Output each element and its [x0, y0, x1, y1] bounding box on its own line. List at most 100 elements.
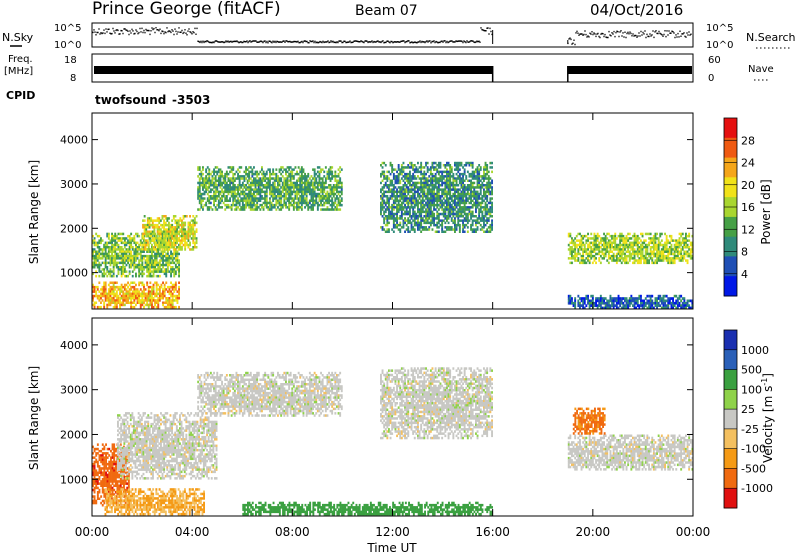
power-echo-cell	[652, 241, 655, 245]
power-echo-cell	[256, 170, 259, 174]
power-echo-cell	[318, 166, 321, 169]
power-echo-cell	[161, 239, 164, 242]
power-echo-cell	[425, 172, 427, 176]
power-echo-cell	[630, 257, 633, 260]
power-echo-cell	[686, 259, 689, 262]
power-echo-cell	[389, 181, 392, 185]
power-echo-cell	[410, 217, 413, 220]
power-echo-cell	[388, 228, 390, 231]
power-echo-cell	[283, 181, 286, 185]
power-echo-cell	[296, 184, 298, 187]
power-echo-cell	[206, 197, 209, 200]
power-echo-cell	[166, 299, 169, 302]
power-echo-cell	[479, 201, 482, 205]
power-echo-cell	[683, 239, 686, 242]
power-echo-cell	[585, 252, 588, 256]
power-echo-cell	[313, 201, 316, 205]
power-echo-cell	[265, 192, 268, 196]
power-echo-cell	[289, 170, 292, 174]
power-echo-cell	[219, 197, 222, 200]
power-echo-cell	[261, 166, 263, 169]
power-echo-cell	[321, 181, 324, 185]
power-echo-cell	[607, 246, 610, 249]
power-echo-cell	[168, 234, 170, 238]
power-echo-cell	[127, 234, 129, 238]
power-echo-cell	[681, 257, 684, 260]
power-echo-cell	[433, 166, 435, 169]
power-echo-cell	[111, 299, 113, 302]
power-echo-cell	[436, 230, 439, 233]
power-echo-cell	[417, 192, 419, 196]
power-echo-cell	[337, 184, 340, 187]
power-echo-cell	[128, 270, 131, 273]
power-echo-cell	[399, 208, 402, 211]
power-echo-cell	[288, 172, 291, 176]
power-echo-cell	[635, 259, 638, 262]
power-echo-cell	[569, 246, 572, 249]
power-echo-cell	[96, 254, 99, 258]
power-echo-cell	[261, 188, 263, 191]
power-echo-cell	[685, 232, 687, 236]
power-echo-cell	[433, 217, 435, 220]
power-echo-cell	[230, 208, 233, 211]
power-echo-cell	[446, 219, 448, 222]
power-echo-cell	[157, 266, 160, 269]
power-echo-cell	[603, 257, 605, 260]
power-echo-cell	[208, 206, 211, 209]
power-echo-cell	[320, 181, 322, 185]
power-echo-cell	[92, 266, 94, 269]
power-echo-cell	[146, 221, 149, 225]
power-echo-cell	[224, 188, 227, 191]
power-echo-cell	[251, 168, 254, 171]
power-echo-cell	[670, 248, 673, 251]
power-echo-cell	[257, 192, 260, 196]
power-echo-cell	[259, 199, 262, 202]
power-echo-cell	[607, 257, 610, 260]
power-echo-cell	[434, 208, 437, 211]
power-echo-cell	[444, 190, 447, 194]
power-echo-cell	[410, 177, 413, 180]
power-echo-cell	[407, 230, 410, 233]
power-echo-cell	[380, 172, 382, 176]
power-echo-cell	[646, 257, 649, 260]
power-echo-cell	[123, 237, 126, 240]
power-echo-cell	[162, 288, 164, 291]
power-echo-cell	[163, 283, 166, 287]
power-echo-cell	[316, 195, 319, 198]
power-echo-cell	[257, 179, 260, 182]
power-echo-cell	[115, 248, 118, 251]
power-echo-cell	[484, 223, 487, 227]
power-echo-cell	[446, 190, 448, 194]
power-echo-cell	[437, 203, 440, 207]
power-echo-cell	[174, 283, 177, 287]
power-echo-cell	[136, 299, 139, 302]
power-echo-cell	[165, 288, 168, 291]
power-echo-cell	[410, 203, 413, 207]
power-echo-cell	[141, 246, 144, 249]
power-echo-cell	[447, 184, 450, 187]
power-echo-cell	[169, 239, 172, 242]
power-echo-cell	[691, 234, 694, 238]
power-echo-cell	[604, 252, 607, 256]
power-echo-cell	[680, 254, 683, 258]
power-echo-cell	[261, 172, 263, 176]
power-echo-cell	[273, 179, 276, 182]
power-echo-cell	[130, 257, 133, 260]
power-echo-cell	[151, 285, 153, 289]
power-echo-cell	[302, 199, 305, 202]
power-echo-cell	[174, 281, 177, 284]
power-echo-cell	[254, 203, 257, 207]
power-echo-cell	[174, 305, 177, 309]
power-echo-cell	[127, 290, 129, 293]
power-echo-cell	[400, 186, 403, 189]
power-echo-cell	[254, 179, 257, 182]
power-echo-cell	[292, 188, 295, 191]
power-echo-cell	[399, 168, 402, 171]
power-echo-cell	[243, 186, 246, 189]
power-echo-cell	[415, 166, 418, 169]
power-echo-cell	[136, 292, 139, 296]
power-echo-cell	[404, 195, 406, 198]
power-echo-cell	[214, 195, 217, 198]
power-echo-cell	[297, 184, 300, 187]
power-echo-cell	[123, 254, 126, 258]
